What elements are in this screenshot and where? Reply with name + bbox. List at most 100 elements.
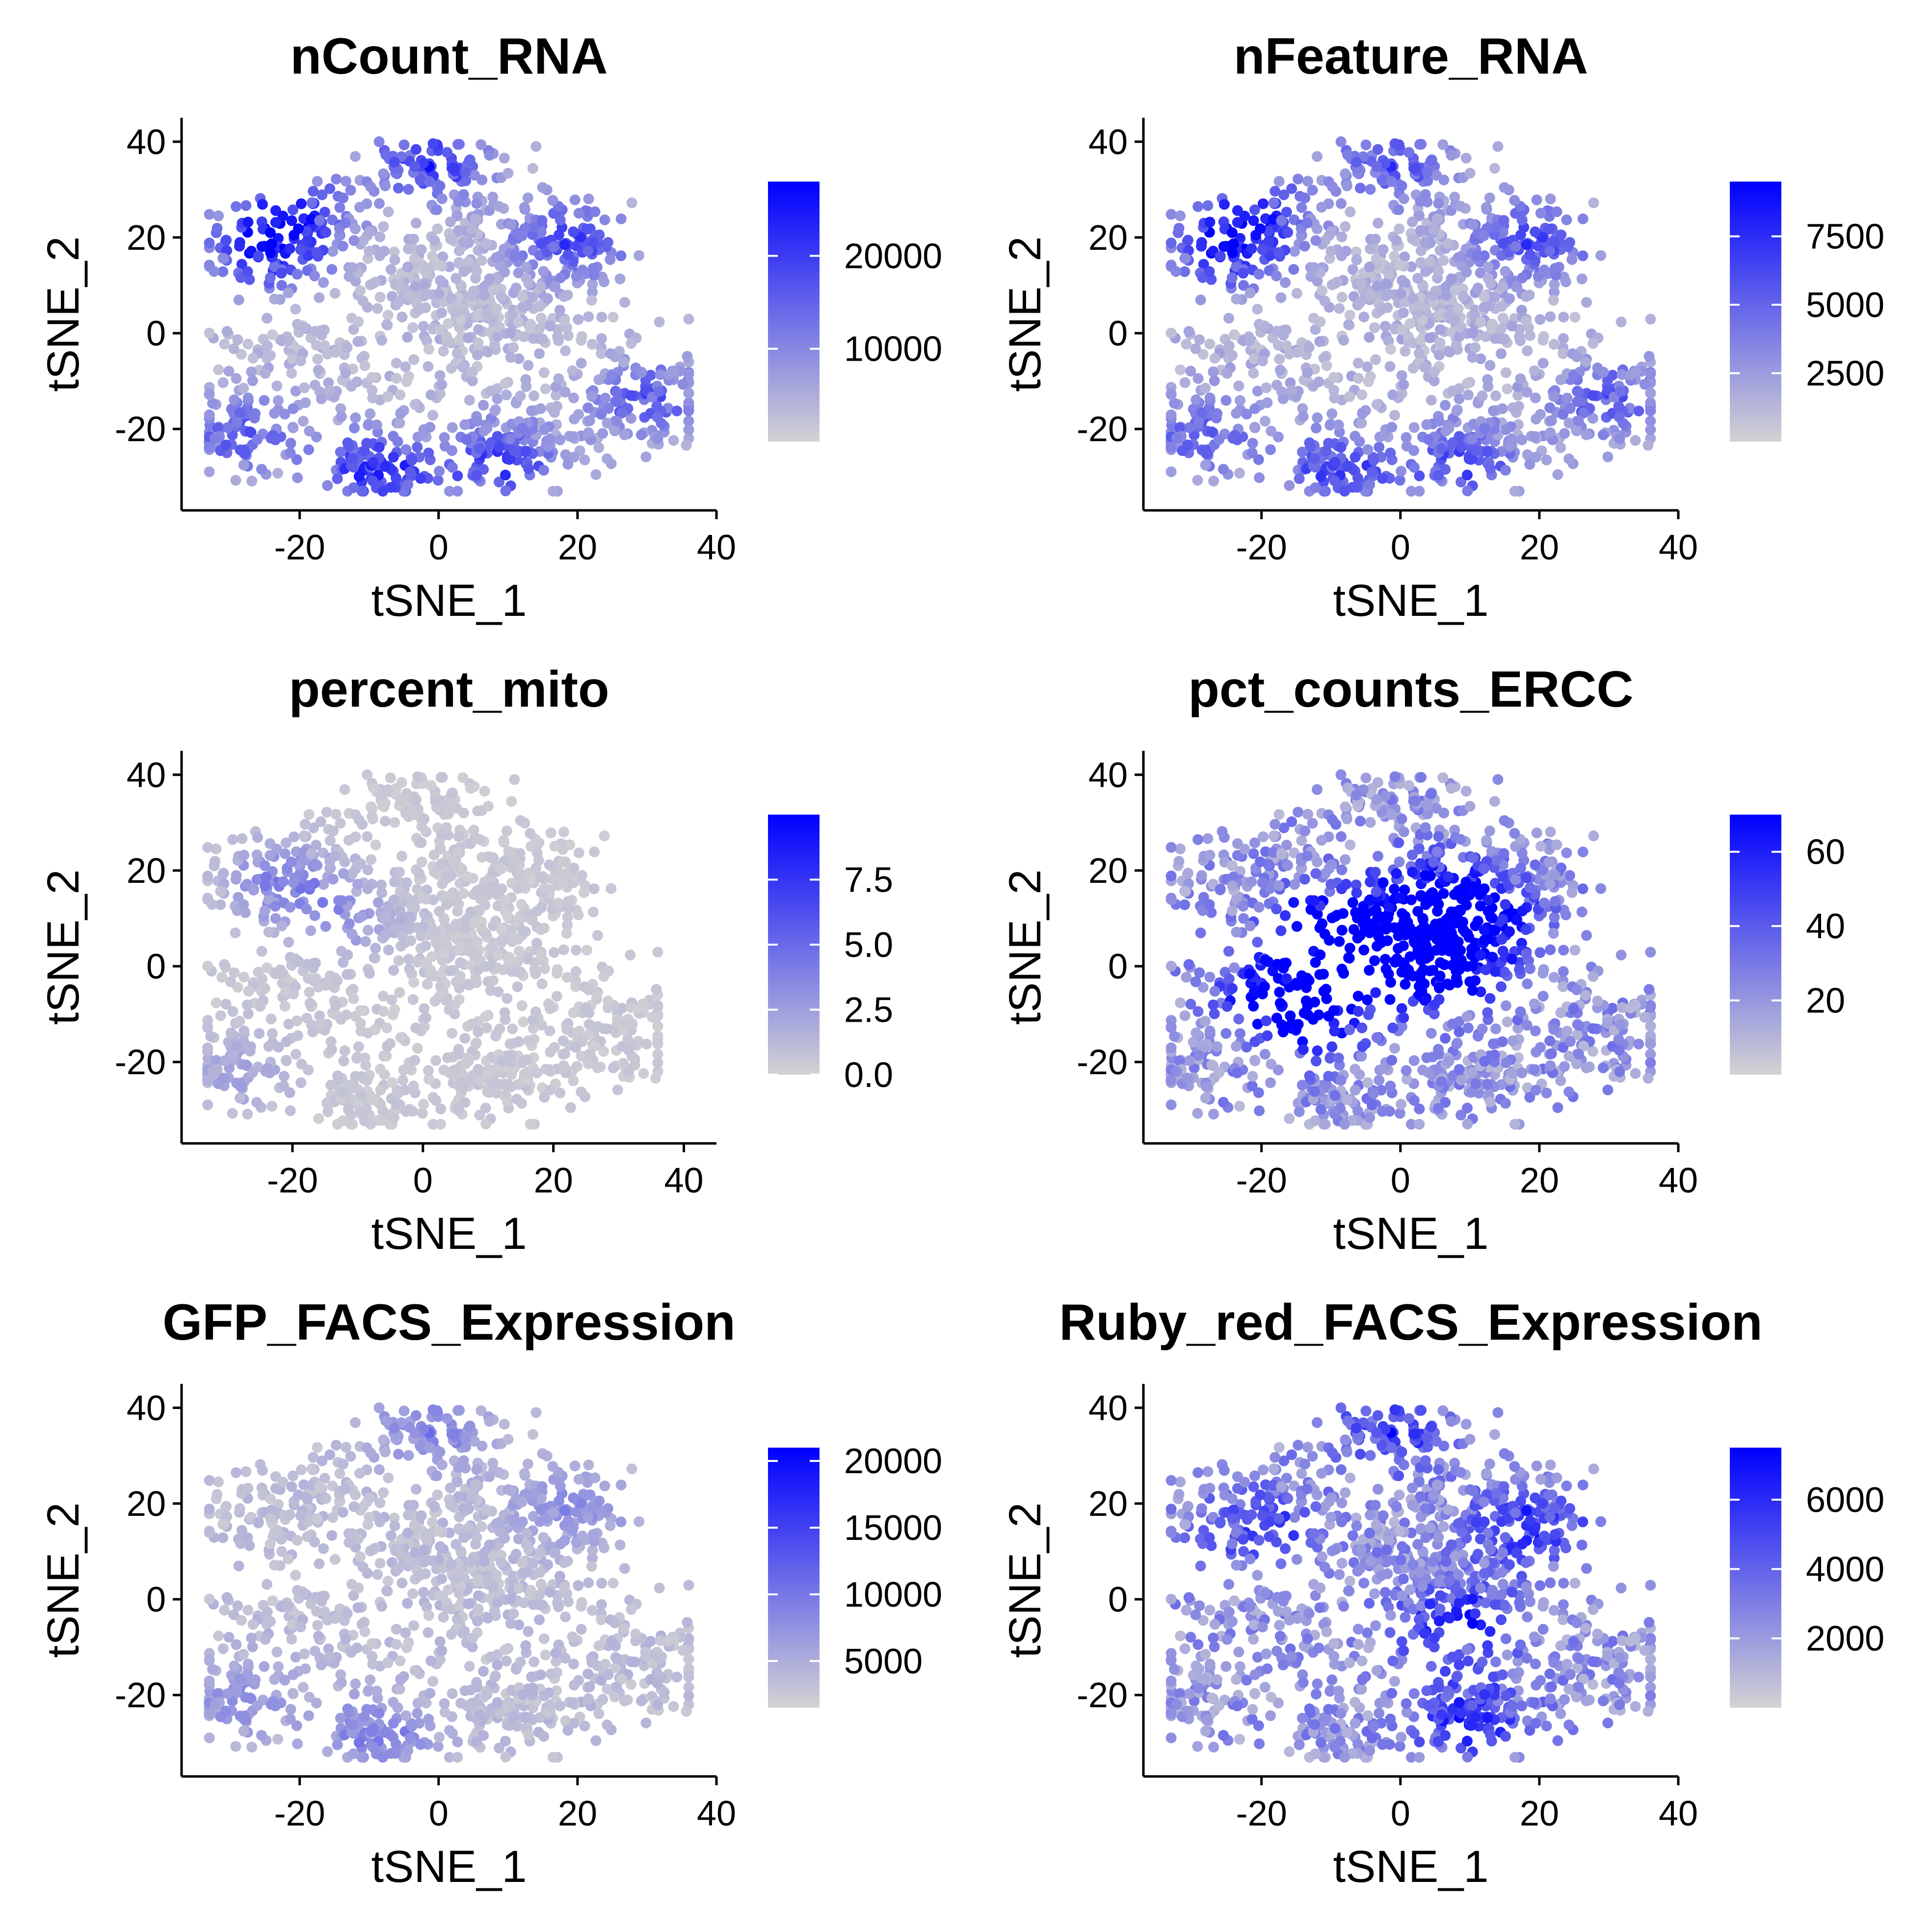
cell-point (1252, 304, 1263, 315)
cell-point (1204, 899, 1215, 910)
cell-point (350, 223, 361, 235)
cell-point (265, 272, 276, 284)
cell-point (435, 980, 446, 992)
cell-point (1372, 914, 1383, 925)
cell-point (253, 250, 264, 262)
x-axis-title: tSNE_1 (371, 576, 527, 626)
cell-point (1645, 388, 1656, 399)
cell-point (204, 327, 215, 339)
cell-point (290, 954, 301, 966)
cell-point (1271, 270, 1282, 282)
cell-point (1507, 434, 1518, 446)
cell-point (496, 934, 507, 946)
cell-point (1329, 911, 1341, 922)
cell-point (1249, 1055, 1261, 1066)
cell-point (1268, 197, 1279, 209)
cell-point (1451, 405, 1462, 417)
cell-point (598, 971, 609, 982)
cell-point (1335, 442, 1347, 453)
cell-point (1340, 221, 1351, 232)
cell-point (1280, 324, 1292, 336)
cell-point (278, 876, 289, 887)
y-tick-label: 20 (127, 218, 166, 258)
cell-point (596, 348, 607, 359)
x-tick-label: 0 (1391, 528, 1410, 567)
cell-point (356, 911, 367, 922)
cell-point (543, 998, 554, 1009)
cell-point (448, 923, 459, 934)
cell-point (430, 1095, 442, 1106)
cell-point (493, 950, 504, 961)
cell-point (1379, 320, 1391, 332)
cell-point (410, 144, 422, 155)
cell-point (313, 365, 324, 376)
cell-point (382, 391, 394, 402)
cell-point (455, 315, 466, 326)
cell-point (474, 834, 485, 845)
cell-point (291, 454, 302, 465)
cell-point (523, 278, 534, 290)
cell-point (410, 1022, 422, 1033)
cell-point (1260, 954, 1270, 966)
cell-point (573, 208, 584, 219)
cell-point (1416, 772, 1427, 783)
cell-point (373, 198, 385, 209)
cell-point (1507, 402, 1518, 413)
cell-point (1389, 771, 1401, 782)
cell-point (331, 173, 342, 185)
cell-point (220, 999, 232, 1010)
cell-point (1226, 350, 1238, 361)
cell-point (306, 197, 318, 209)
cell-point (403, 184, 414, 195)
cell-point (1312, 151, 1323, 162)
cell-point (1195, 294, 1206, 306)
cell-point (416, 244, 427, 255)
cell-point (465, 783, 476, 794)
cell-point (446, 788, 457, 799)
cell-point (1165, 960, 1177, 972)
cell-point (1200, 459, 1211, 471)
cell-point (484, 273, 495, 285)
cell-point (321, 806, 332, 818)
cell-point (1377, 877, 1389, 888)
cell-point (244, 426, 256, 437)
cell-point (1419, 995, 1430, 1006)
panel-4: pct_counts_ERCC-20 0 20 40-2002040tSNE_1tSN… (1000, 661, 1845, 1259)
cell-point (1182, 439, 1193, 450)
cell-point (1545, 311, 1556, 322)
cell-point (478, 399, 489, 411)
cell-point (246, 366, 257, 377)
cell-point (1185, 999, 1196, 1010)
cell-point (233, 294, 244, 306)
cell-point (493, 201, 504, 212)
cell-point (1433, 265, 1444, 277)
cell-point (1354, 183, 1366, 194)
cell-point (500, 485, 511, 497)
cell-point (1317, 918, 1328, 929)
cell-point (516, 1057, 528, 1068)
cell-point (583, 984, 594, 996)
cell-point (568, 226, 579, 238)
cell-point (1535, 409, 1546, 420)
x-tick-label: 40 (1659, 528, 1698, 567)
cell-point (375, 1063, 386, 1075)
cell-point (393, 955, 404, 966)
cell-point (1244, 335, 1255, 346)
cell-point (1500, 367, 1511, 378)
cell-point (476, 924, 487, 935)
cell-point (1252, 937, 1263, 948)
cell-point (1233, 380, 1244, 392)
cell-point (1421, 419, 1432, 430)
cell-point (1415, 257, 1427, 268)
cell-point (285, 447, 296, 458)
cell-point (367, 1094, 378, 1105)
cell-point (230, 927, 241, 939)
cell-point (332, 1070, 343, 1082)
cell-point (236, 349, 247, 360)
cell-point (326, 1044, 337, 1055)
cell-point (259, 395, 270, 406)
panel-title: percent_mito (289, 661, 609, 718)
y-axis-title: tSNE_2 (38, 869, 88, 1025)
cell-point (569, 194, 581, 206)
cell-point (1462, 485, 1473, 497)
